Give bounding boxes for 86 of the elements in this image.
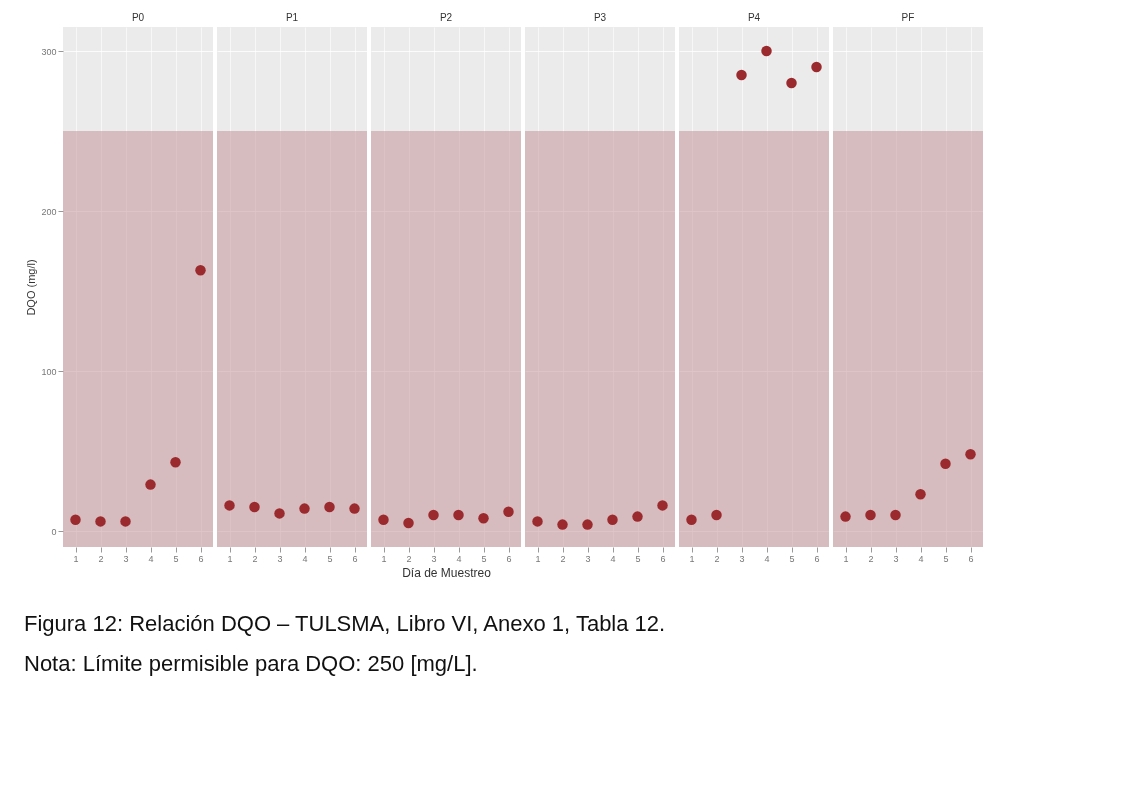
x-tick-label: 4 [302,553,308,564]
point [503,506,514,518]
point [761,45,772,57]
x-tick-label: 5 [327,553,333,564]
point [170,456,181,468]
chart-title: P0 [131,12,145,23]
y-axis-title: DQO (mg/l) [25,259,38,316]
x-tick-label: 6 [968,553,974,564]
x-tick-label: 4 [764,553,770,564]
point [915,488,926,500]
x-tick-label: 2 [98,553,104,564]
y-tick-label: 300 [41,46,57,57]
point [532,516,543,527]
point [70,514,81,526]
point [686,514,697,526]
text: Nota: Límite permisible para DQO: 250 [mg/L]. [24,651,479,677]
x-tick-label: 5 [173,553,179,564]
point [299,503,310,514]
x-tick-label: 5 [635,553,641,564]
point [582,519,593,530]
x-tick-label: 5 [789,553,795,564]
point [786,77,797,89]
chart-title: P4 [747,12,761,23]
x-tick-label: 5 [943,553,949,564]
x-tick-label: 6 [506,553,512,564]
point [840,511,851,522]
x-tick-label: 2 [560,553,566,564]
point [249,501,260,513]
text: Figura 12: Relación DQO – TULSMA, Libro VI, Anexo 1, Tabla 12. [24,611,667,637]
x-tick-label: 3 [277,553,283,564]
point [403,517,414,529]
x-tick-label: 3 [123,553,129,564]
x-tick-label: 1 [843,553,849,564]
point [711,509,722,521]
x-tick-label: 2 [868,553,874,564]
point [274,508,285,519]
y-tick-label: 200 [41,206,57,217]
y-tick-label: 0 [51,526,57,537]
x-tick-label: 1 [73,553,79,564]
x-tick-label: 4 [918,553,924,564]
x-tick-label: 3 [431,553,437,564]
x-tick-label: 1 [535,553,541,564]
point [195,264,206,276]
point [145,479,156,490]
x-tick-label: 6 [198,553,204,564]
point [95,516,106,527]
point [120,516,131,527]
point [453,509,464,521]
point [324,501,335,513]
point [224,500,235,511]
y-tick-label: 100 [41,366,57,377]
x-axis-title: Día de Muestreo [402,565,492,580]
point [940,458,951,470]
point [811,61,822,73]
x-tick-label: 2 [252,553,258,564]
x-tick-label: 6 [814,553,820,564]
point [890,509,901,521]
point [378,514,389,526]
point [428,509,439,521]
point [607,514,618,526]
x-tick-label: 6 [352,553,358,564]
point [865,509,876,521]
x-tick-label: 1 [381,553,387,564]
point [965,448,976,460]
x-tick-label: 4 [456,553,462,564]
point [478,512,489,524]
chart-title: P1 [285,12,299,23]
x-tick-label: 4 [610,553,616,564]
chart-title: P3 [593,12,607,23]
point [657,500,668,511]
x-tick-label: 3 [739,553,745,564]
point [632,511,643,522]
x-tick-label: 4 [148,553,154,564]
chart-title: P2 [439,12,453,23]
x-tick-label: 3 [893,553,899,564]
point [349,503,360,514]
x-tick-label: 1 [689,553,695,564]
x-tick-label: 6 [660,553,666,564]
x-tick-label: 2 [406,553,412,564]
x-tick-label: 5 [481,553,487,564]
point [736,69,747,81]
x-tick-label: 3 [585,553,591,564]
x-tick-label: 1 [227,553,233,564]
point [557,519,568,530]
x-tick-label: 2 [714,553,720,564]
chart-title: PF [901,12,915,23]
